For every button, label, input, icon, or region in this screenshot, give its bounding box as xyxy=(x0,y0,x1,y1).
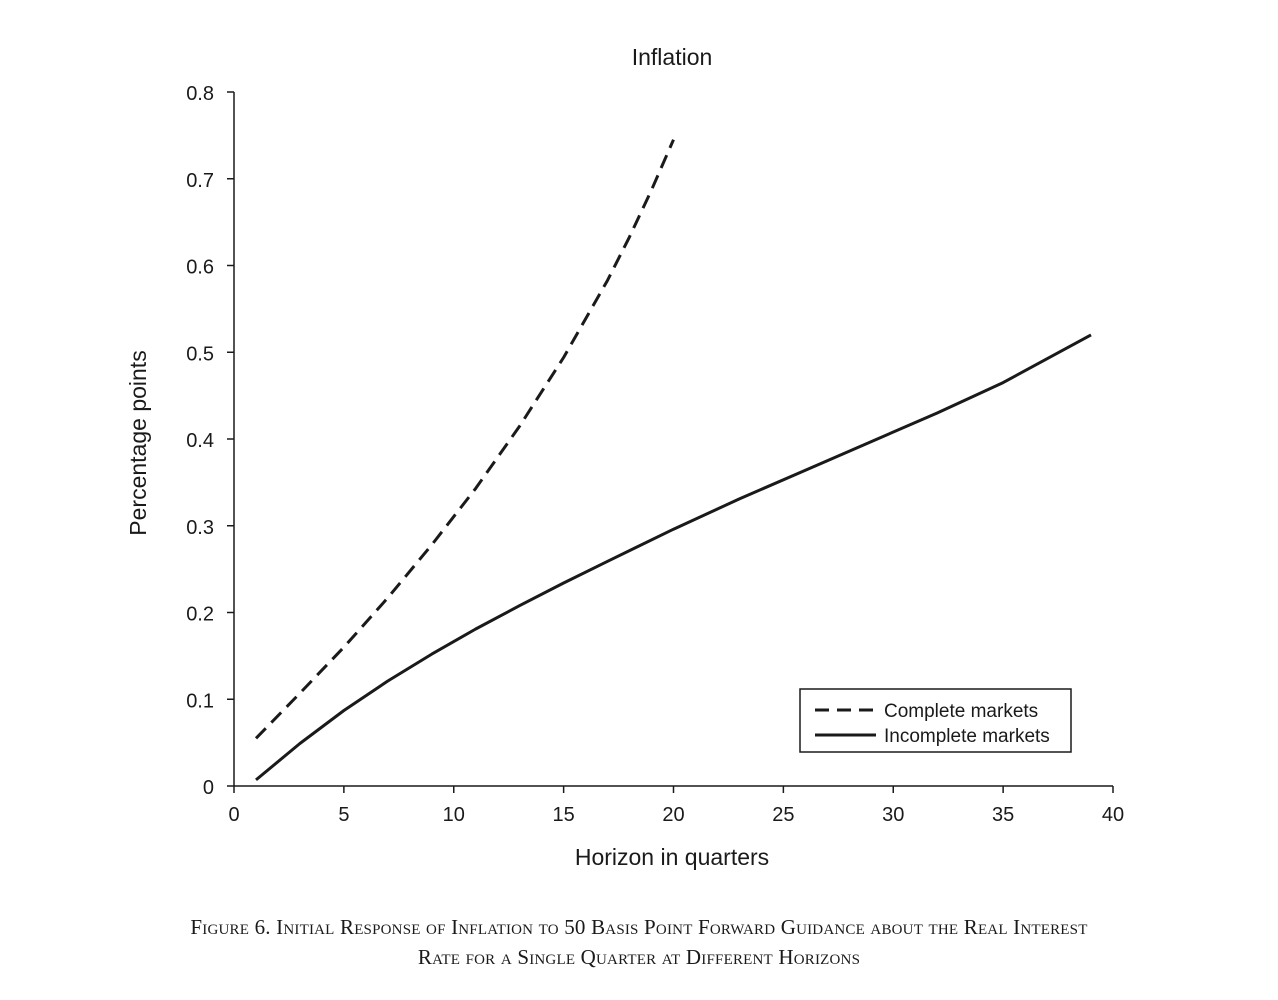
y-axis: 0 0.1 0.2 0.3 0.4 0.5 0.6 0.7 0.8 xyxy=(186,83,235,799)
y-tick-label: 0.7 xyxy=(186,170,214,192)
series-line-incomplete-markets xyxy=(255,333,1092,782)
x-axis-label: Horizon in quarters xyxy=(575,844,769,870)
caption-line-1: Figure 6. Initial Response of Inflation … xyxy=(190,915,1088,939)
x-tick-label: 10 xyxy=(443,804,465,826)
series-line-complete-markets xyxy=(254,139,675,740)
y-tick-label: 0.4 xyxy=(186,430,214,452)
series-layer xyxy=(254,139,1092,782)
y-tick-label: 0.6 xyxy=(186,257,214,279)
x-tick-label: 0 xyxy=(228,804,239,826)
x-tick-label: 25 xyxy=(772,804,794,826)
y-tick-label: 0.1 xyxy=(186,690,214,712)
x-tick-label: 20 xyxy=(662,804,684,826)
legend-box xyxy=(799,688,1072,753)
y-tick-label: 0.5 xyxy=(186,343,214,365)
x-tick-label: 35 xyxy=(992,804,1014,826)
figure-caption: Figure 6. Initial Response of Inflation … xyxy=(20,912,1258,972)
caption-line-2: Rate for a Single Quarter at Different H… xyxy=(417,945,861,969)
legend-label-complete: Complete markets xyxy=(884,701,1038,722)
x-axis: 0 5 10 15 20 25 30 35 40 xyxy=(228,785,1124,826)
x-tick-label: 40 xyxy=(1102,804,1124,826)
x-tick-label: 30 xyxy=(882,804,904,826)
legend: Complete markets Incomplete markets xyxy=(799,688,1072,753)
y-tick-label: 0.2 xyxy=(186,604,214,626)
y-tick-label: 0 xyxy=(203,777,214,799)
y-axis-label: Percentage points xyxy=(125,350,151,535)
legend-label-incomplete: Incomplete markets xyxy=(884,726,1050,747)
x-tick-label: 15 xyxy=(553,804,575,826)
inflation-chart: Inflation 0 0.1 0.2 0.3 0.4 0.5 0.6 0.7 0.8 0 5 10… xyxy=(125,44,1124,870)
y-tick-label: 0.8 xyxy=(186,83,214,105)
y-tick-label: 0.3 xyxy=(186,517,214,539)
chart-title: Inflation xyxy=(632,44,713,70)
x-tick-label: 5 xyxy=(338,804,349,826)
